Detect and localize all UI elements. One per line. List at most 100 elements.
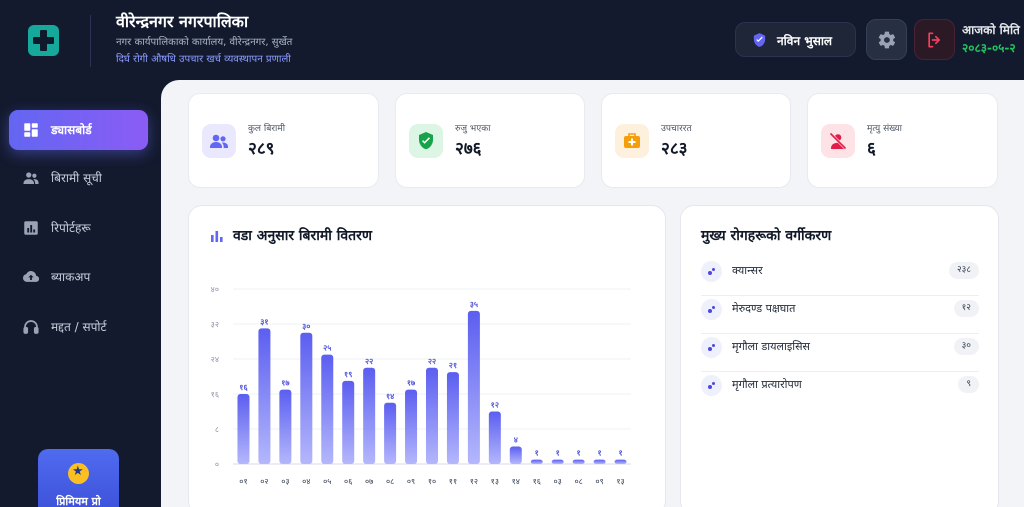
chart-bar[interactable] (363, 367, 376, 464)
chart-bar[interactable] (614, 459, 627, 464)
bar-value-label: १ (535, 449, 539, 458)
bar-value-label: ३५ (470, 300, 478, 309)
sidebar-item-backup[interactable]: ब्याकअप (9, 257, 148, 297)
disease-count-badge: १२ (953, 300, 979, 317)
chart-bar[interactable] (530, 459, 543, 464)
stat-label: मृत्यु संख्या (867, 124, 902, 134)
report-icon (24, 221, 38, 235)
dna-icon (701, 299, 722, 320)
bar-value-label: १ (597, 449, 601, 458)
verified-shield-icon (409, 124, 443, 158)
x-tick-label: ०२ (260, 477, 268, 486)
disease-name: क्यान्सर (732, 264, 763, 277)
x-tick-label: ११ (449, 477, 457, 486)
y-tick-label: १६ (211, 390, 219, 399)
x-tick-label: ०८ (574, 477, 582, 486)
dashboard-icon (24, 123, 38, 137)
x-tick-label: १४ (512, 477, 520, 486)
org-subtitle: नगर कार्यपालिकाको कार्यालय, वीरेन्द्रनगर… (116, 37, 293, 48)
gear-icon (878, 31, 896, 49)
date-label: आजको मिति (962, 23, 1020, 37)
chart-bar[interactable] (300, 332, 313, 464)
chart-bar[interactable] (572, 459, 585, 464)
bar-value-label: १ (556, 449, 560, 458)
chart-bar[interactable] (279, 389, 292, 464)
date-value: २०८३-०५-२ (962, 41, 1016, 55)
ward-bar-chart: ०८१६२४३२४०१६०१३१०२१७०३३००४२५०५१९०६२२०७१४… (211, 285, 631, 486)
chart-bar[interactable] (446, 372, 459, 464)
bar-value-label: २१ (449, 361, 457, 370)
chart-bar[interactable] (551, 459, 564, 464)
disease-name: मृगौला प्रत्यारोपण (732, 378, 802, 391)
chart-bar[interactable] (342, 380, 355, 464)
chart-bar[interactable] (321, 354, 334, 464)
disease-row[interactable]: मेरुदण्ड पक्षघात १२ (701, 296, 979, 334)
ward-distribution-panel: वडा अनुसार बिरामी वितरण ० ८ १६ २४ ३२ ४० १६ ०१ ३१… (188, 205, 666, 507)
disease-name: मेरुदण्ड पक्षघात (732, 302, 796, 315)
x-tick-label: ०५ (323, 477, 331, 486)
x-tick-label: ०७ (365, 477, 373, 486)
x-tick-label: ०९ (407, 477, 415, 486)
chart-bar[interactable] (237, 394, 250, 464)
sidebar-item-patients[interactable]: बिरामी सूची (9, 158, 148, 198)
stat-label: कुल बिरामी (248, 124, 286, 134)
bar-value-label: २२ (428, 357, 436, 366)
sidebar-item-label: ड्यासबोर्ड (51, 123, 92, 137)
x-tick-label: १३ (491, 477, 499, 486)
disease-count-badge: २३८ (948, 262, 979, 279)
chart-bar[interactable] (509, 446, 522, 465)
cloud-upload-icon (22, 270, 40, 282)
x-tick-label: ०६ (344, 477, 352, 486)
x-tick-label: १२ (470, 477, 478, 486)
sidebar-item-reports[interactable]: रिपोर्टहरू (9, 208, 148, 248)
stat-card-total-patients: कुल बिरामी २८९ (188, 93, 379, 188)
sidebar-item-dashboard[interactable]: ड्यासबोर्ड (9, 110, 148, 150)
x-tick-label: ०३ (554, 477, 562, 486)
sidebar-item-help[interactable]: मद्दत / सपोर्ट (9, 307, 148, 347)
verified-user-icon (753, 33, 766, 47)
x-tick-label: १३ (616, 477, 624, 486)
stat-value: २७६ (455, 139, 482, 159)
sidebar-item-label: ब्याकअप (51, 270, 91, 284)
chart-bar[interactable] (467, 310, 480, 464)
dna-icon (701, 375, 722, 396)
medical-cross-logo-icon (28, 25, 59, 56)
star-icon (68, 463, 89, 484)
disease-count-badge: ९ (958, 376, 979, 393)
x-tick-label: ०९ (595, 477, 603, 486)
disease-name: मृगौला डायलाइसिस (732, 340, 810, 353)
user-name: नविन भुसाल (777, 34, 833, 48)
premium-pro-card[interactable]: प्रिमियम प्रो (38, 449, 119, 507)
chart-bar[interactable] (384, 402, 397, 464)
bar-value-label: १७ (281, 379, 290, 388)
settings-button[interactable] (866, 19, 907, 60)
stat-value: ६ (867, 139, 876, 159)
chart-bar[interactable] (405, 389, 418, 464)
chart-bar[interactable] (593, 459, 606, 464)
chart-bar[interactable] (488, 411, 501, 465)
dna-icon (701, 261, 722, 282)
bar-value-label: १६ (239, 383, 248, 392)
bar-value-label: ३१ (260, 317, 268, 326)
main-content: कुल बिरामी २८९ रुजु भएका २७६ उपचाररत २८३ (161, 80, 1024, 507)
people-icon (202, 124, 236, 158)
chart-bar[interactable] (426, 367, 438, 464)
chart-title: वडा अनुसार बिरामी वितरण (233, 228, 373, 244)
logout-button[interactable] (914, 19, 955, 60)
sidebar-item-label: मद्दत / सपोर्ट (51, 320, 107, 334)
user-profile-button[interactable]: नविन भुसाल (735, 22, 856, 57)
disease-row[interactable]: मृगौला प्रत्यारोपण ९ (701, 372, 979, 410)
disease-row[interactable]: क्यान्सर २३८ (701, 258, 979, 296)
app-header: वीरेन्द्रनगर नगरपालिका नगर कार्यपालिकाको… (0, 0, 1024, 82)
bar-value-label: ३० (302, 322, 310, 331)
header-divider (90, 15, 91, 67)
disease-row[interactable]: मृगौला डायलाइसिस ३० (701, 334, 979, 372)
stat-label: रुजु भएका (455, 124, 491, 134)
stat-label: उपचाररत (661, 124, 692, 134)
logout-icon (928, 32, 940, 48)
premium-label: प्रिमियम प्रो (56, 495, 101, 507)
bar-value-label: १२ (491, 401, 499, 410)
medical-bag-icon (615, 124, 649, 158)
y-tick-label: २४ (211, 355, 219, 364)
chart-bar[interactable] (258, 328, 271, 464)
